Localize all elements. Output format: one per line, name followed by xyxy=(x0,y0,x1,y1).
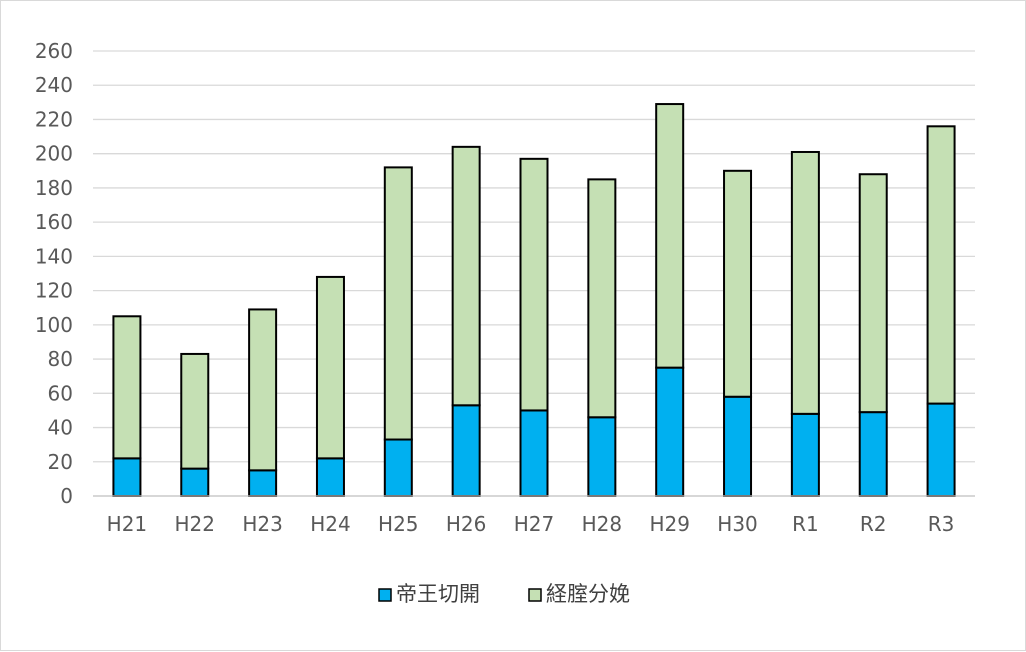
bar-segment-series-1 xyxy=(112,457,142,498)
bar-segment-series-1 xyxy=(587,416,617,497)
bars xyxy=(112,103,956,498)
x-tick-label: H24 xyxy=(310,512,351,536)
bar-segment-series-2 xyxy=(655,103,685,369)
bar-segment-series-2 xyxy=(315,275,345,460)
y-tick-label: 240 xyxy=(35,73,73,97)
bar-segment-series-1 xyxy=(790,412,820,498)
bar-segment-series-2 xyxy=(926,125,956,405)
x-tick-label: R2 xyxy=(860,512,887,536)
legend: 帝王切開 経腟分娩 xyxy=(378,582,630,606)
bar-segment-series-2 xyxy=(587,178,617,419)
bar-segment-series-1 xyxy=(451,404,481,497)
y-tick-label: 220 xyxy=(35,107,73,131)
x-tick-label: R1 xyxy=(792,512,819,536)
legend-label-series-2: 経腟分娩 xyxy=(546,582,630,606)
y-tick-label: 260 xyxy=(35,39,73,63)
bar-segment-series-2 xyxy=(858,173,888,414)
legend-label-series-1: 帝王切開 xyxy=(396,582,480,606)
x-tick-label: H28 xyxy=(582,512,623,536)
x-tick-label: H29 xyxy=(649,512,690,536)
axes: 0 20 40 60 80 100 120 140 160 180 200 220 240 260 H21 H… xyxy=(35,39,975,536)
y-tick-label: 0 xyxy=(60,484,73,508)
bar-segment-series-2 xyxy=(451,145,481,407)
y-tick-label: 120 xyxy=(35,279,73,303)
x-tick-label: H25 xyxy=(378,512,419,536)
y-tick-label: 100 xyxy=(35,313,73,337)
legend-swatch-series-1 xyxy=(378,588,392,602)
bar-segment-series-2 xyxy=(790,150,820,415)
bar-segment-series-1 xyxy=(180,467,210,498)
x-tick-label: R3 xyxy=(928,512,955,536)
bar-segment-series-2 xyxy=(723,169,753,398)
y-tick-label: 40 xyxy=(48,416,73,440)
bar-segment-series-2 xyxy=(180,352,210,470)
bar-segment-series-1 xyxy=(315,457,345,498)
y-tick-label: 20 xyxy=(48,450,73,474)
bar-segment-series-1 xyxy=(519,409,549,497)
y-tick-label: 140 xyxy=(35,244,73,268)
bar-segment-series-2 xyxy=(519,157,549,412)
x-tick-label: H22 xyxy=(175,512,216,536)
bar-segment-series-1 xyxy=(723,395,753,498)
y-tick-label: 60 xyxy=(48,381,73,405)
y-tick-label: 180 xyxy=(35,176,73,200)
x-tick-label: H30 xyxy=(717,512,758,536)
x-tick-label: H26 xyxy=(446,512,487,536)
bar-segment-series-2 xyxy=(383,166,413,441)
bar-segment-series-1 xyxy=(655,366,685,497)
y-tick-label: 160 xyxy=(35,210,73,234)
x-tick-label: H27 xyxy=(514,512,555,536)
legend-swatch-series-2 xyxy=(528,588,542,602)
bar-segment-series-1 xyxy=(926,402,956,498)
bar-segment-series-1 xyxy=(383,438,413,497)
y-tick-label: 80 xyxy=(48,347,73,371)
y-tick-label: 200 xyxy=(35,142,73,166)
x-tick-label: H21 xyxy=(107,512,148,536)
bar-segment-series-1 xyxy=(248,469,278,498)
bar-segment-series-2 xyxy=(248,308,278,472)
x-tick-label: H23 xyxy=(242,512,283,536)
bar-segment-series-1 xyxy=(858,411,888,497)
bar-segment-series-2 xyxy=(112,315,142,460)
